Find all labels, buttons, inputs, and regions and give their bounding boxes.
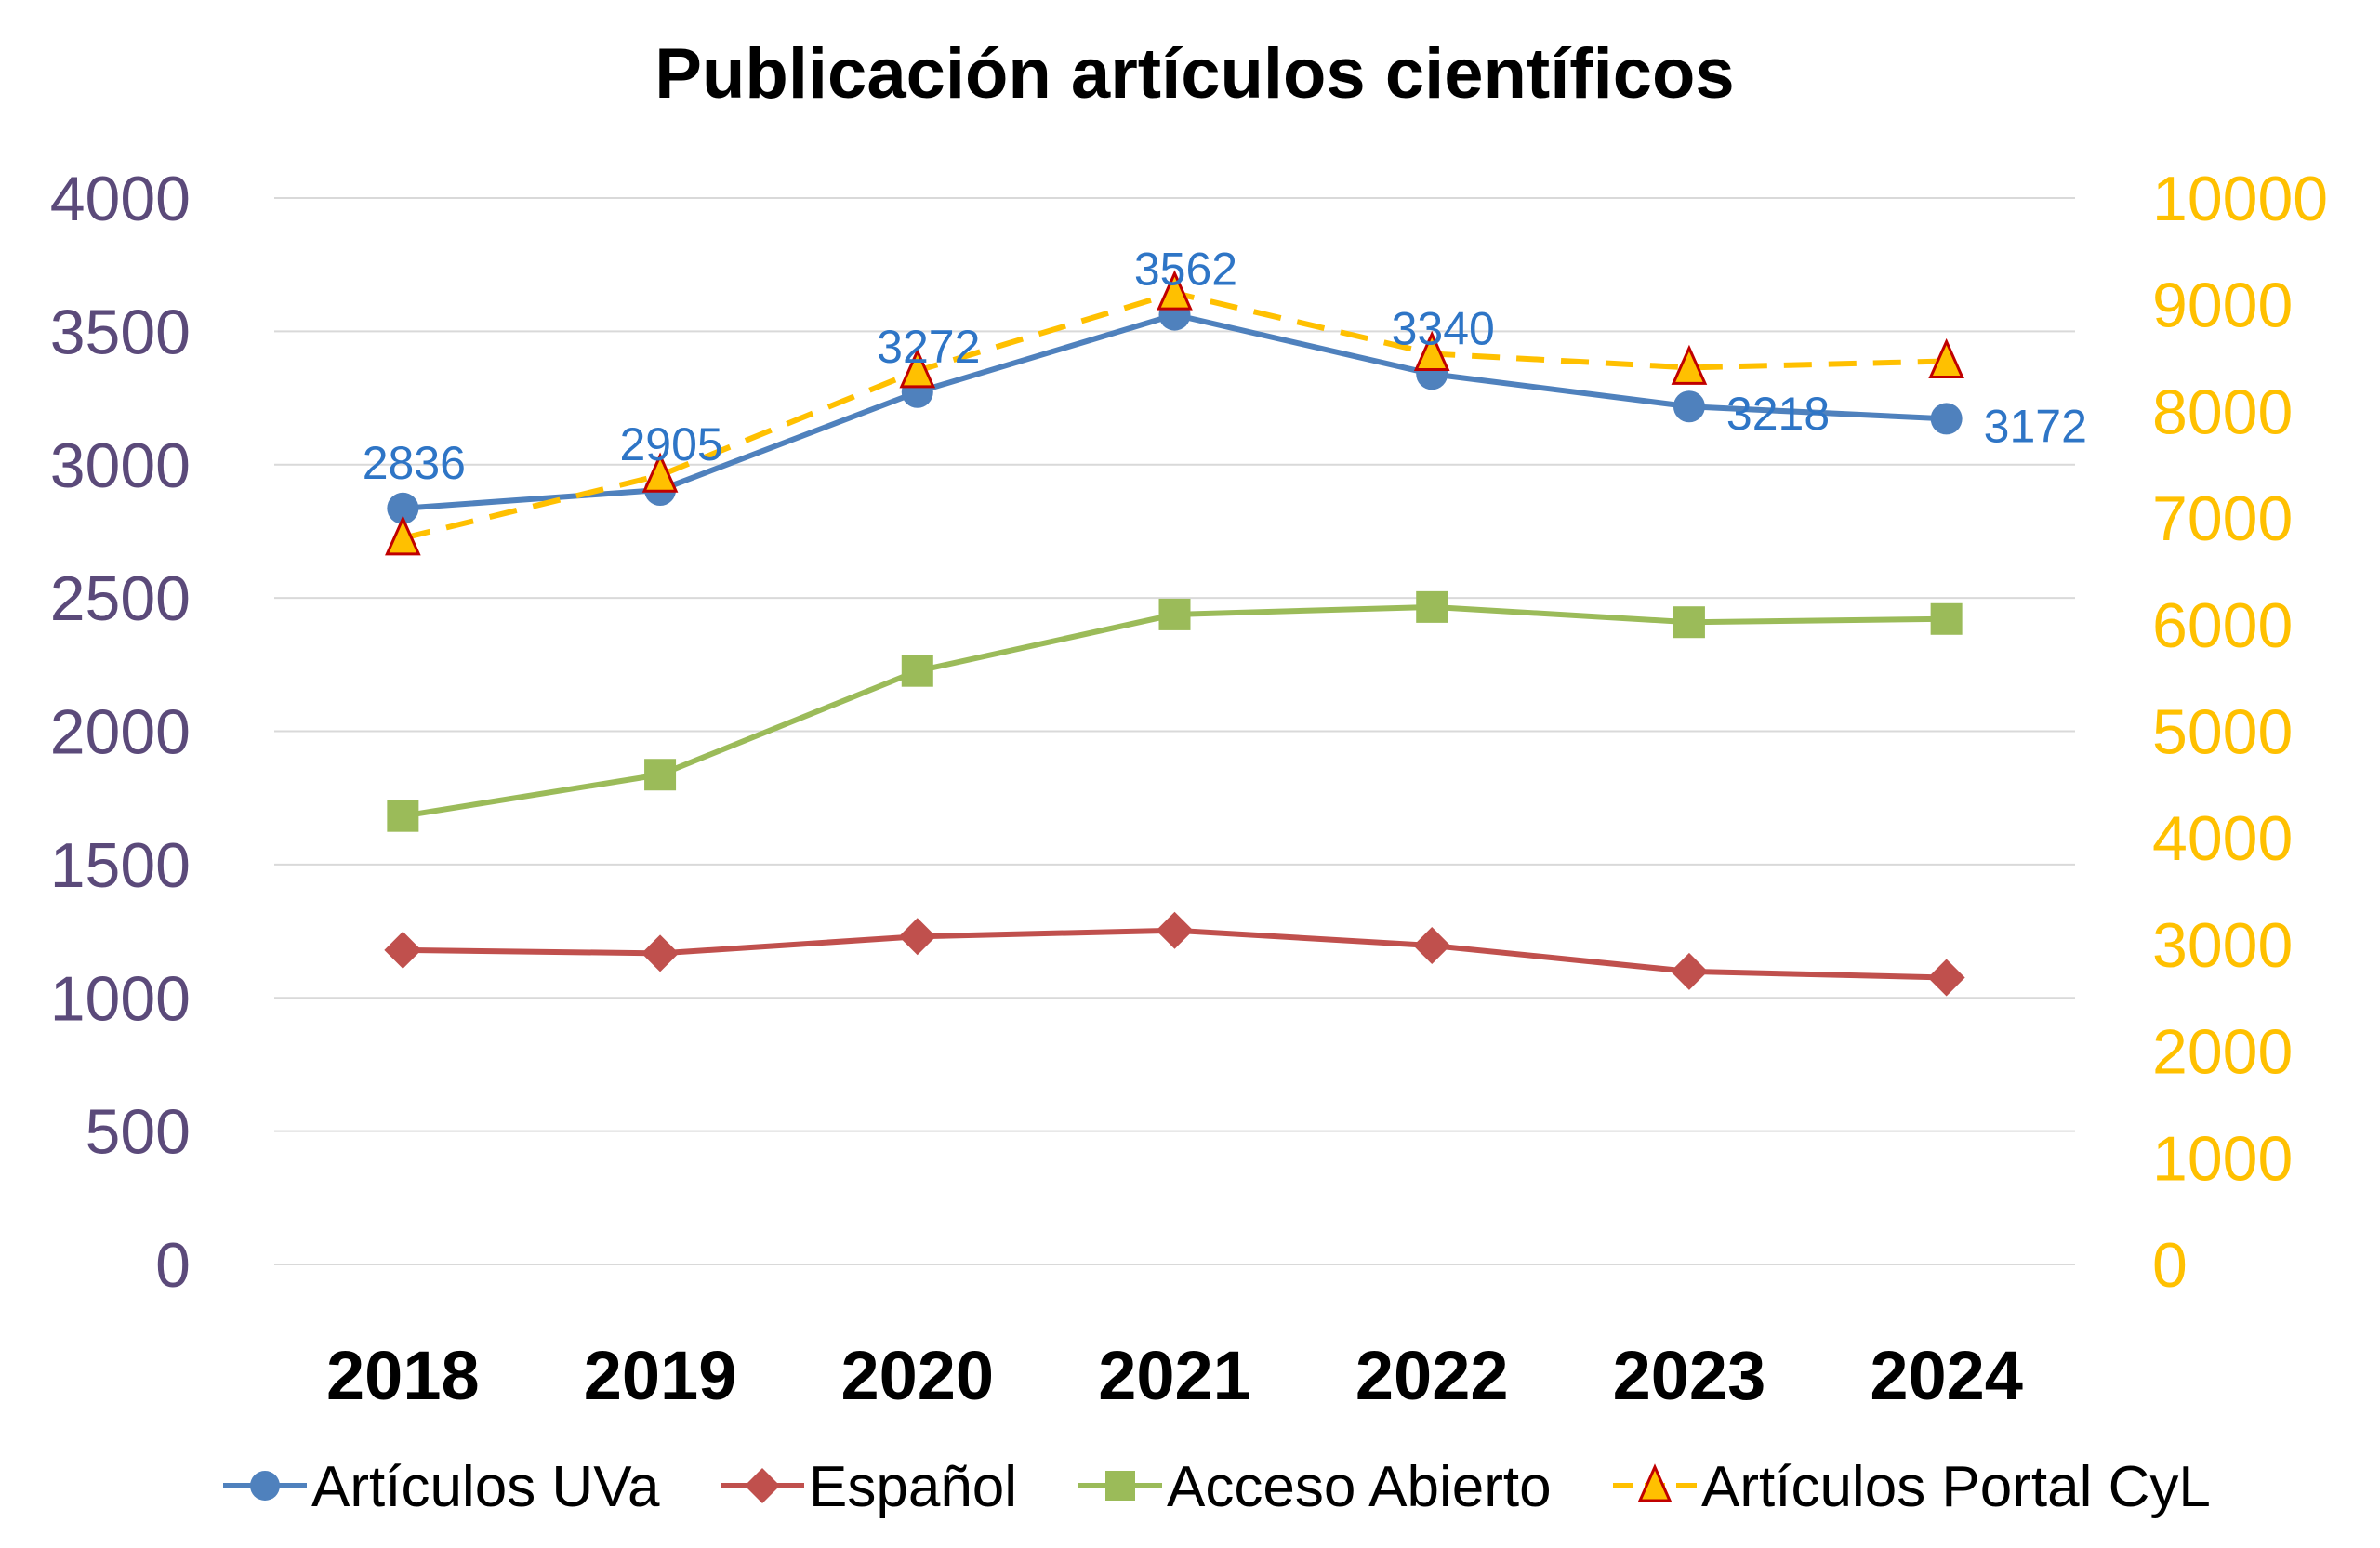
legend-marker <box>250 1471 280 1501</box>
y-right-tick-label: 7000 <box>2152 483 2293 554</box>
data-point <box>1673 390 1705 423</box>
legend-label: Artículos UVa <box>311 1455 660 1519</box>
data-point <box>1670 952 1708 990</box>
data-point <box>384 931 422 969</box>
data-point <box>1927 959 1965 997</box>
y-right-tick-label: 4000 <box>2152 803 2293 874</box>
data-point <box>1157 270 1193 311</box>
x-tick-label: 2020 <box>840 1337 994 1414</box>
data-label: 3562 <box>1134 244 1237 296</box>
legend-label: Acceso Abierto <box>1167 1455 1552 1519</box>
series-line <box>402 603 1947 819</box>
y-left-tick-label: 500 <box>86 1097 191 1168</box>
y-right-tick-label: 9000 <box>2152 271 2293 341</box>
data-point <box>387 800 419 832</box>
y-left-tick-label: 2500 <box>50 563 191 634</box>
data-point <box>1158 598 1191 630</box>
y-left-tick-label: 3000 <box>50 430 191 501</box>
data-label: 2836 <box>363 437 466 489</box>
y-right-tick-label: 8000 <box>2152 377 2293 447</box>
data-point <box>1413 927 1451 965</box>
y-right-tick-label: 0 <box>2152 1230 2188 1301</box>
data-point <box>1930 403 1963 435</box>
data-point <box>385 515 421 556</box>
x-tick-label: 2024 <box>1870 1337 2023 1414</box>
legend-marker <box>1105 1471 1135 1501</box>
legend-marker <box>1637 1463 1673 1502</box>
data-point <box>1413 330 1450 371</box>
data-point <box>641 934 680 972</box>
data-point <box>387 492 419 524</box>
x-tick-label: 2023 <box>1613 1337 1766 1414</box>
data-point <box>901 655 933 687</box>
y-left-tick-label: 2000 <box>50 697 191 768</box>
data-label: 3218 <box>1726 388 1830 440</box>
data-label: 3340 <box>1392 302 1495 354</box>
data-point <box>898 918 936 956</box>
x-tick-label: 2018 <box>326 1337 480 1414</box>
y-right-tick-label: 5000 <box>2152 697 2293 768</box>
data-point <box>1671 344 1708 385</box>
y-right-tick-label: 6000 <box>2152 590 2293 661</box>
data-label: 2905 <box>619 418 722 470</box>
y-right-tick-label: 1000 <box>2152 1123 2293 1194</box>
chart-title: Publicación artículos científicos <box>654 34 1734 113</box>
y-left-tick-label: 1500 <box>50 830 191 901</box>
legend-label: Artículos Portal CyL <box>1701 1455 2211 1519</box>
data-point <box>641 452 679 493</box>
data-point <box>644 759 677 791</box>
x-tick-label: 2021 <box>1098 1337 1251 1414</box>
data-point <box>1928 337 1964 378</box>
x-tick-label: 2022 <box>1355 1337 1509 1414</box>
y-left-tick-label: 4000 <box>50 164 191 234</box>
data-point <box>1673 606 1705 639</box>
y-left-tick-label: 3500 <box>50 297 191 367</box>
legend-marker <box>745 1468 780 1503</box>
data-point <box>1416 590 1448 623</box>
data-label: 3272 <box>877 321 980 373</box>
data-point <box>899 348 936 389</box>
x-tick-label: 2019 <box>584 1337 737 1414</box>
y-right-tick-label: 3000 <box>2152 910 2293 981</box>
legend-label: Español <box>809 1455 1017 1519</box>
y-right-tick-label: 2000 <box>2152 1017 2293 1088</box>
data-label: 3172 <box>1984 400 2087 452</box>
y-right-tick-label: 10000 <box>2152 164 2328 234</box>
data-point <box>1930 602 1963 635</box>
data-point <box>1156 911 1194 949</box>
y-left-tick-label: 0 <box>155 1230 191 1301</box>
y-left-tick-label: 1000 <box>50 963 191 1034</box>
